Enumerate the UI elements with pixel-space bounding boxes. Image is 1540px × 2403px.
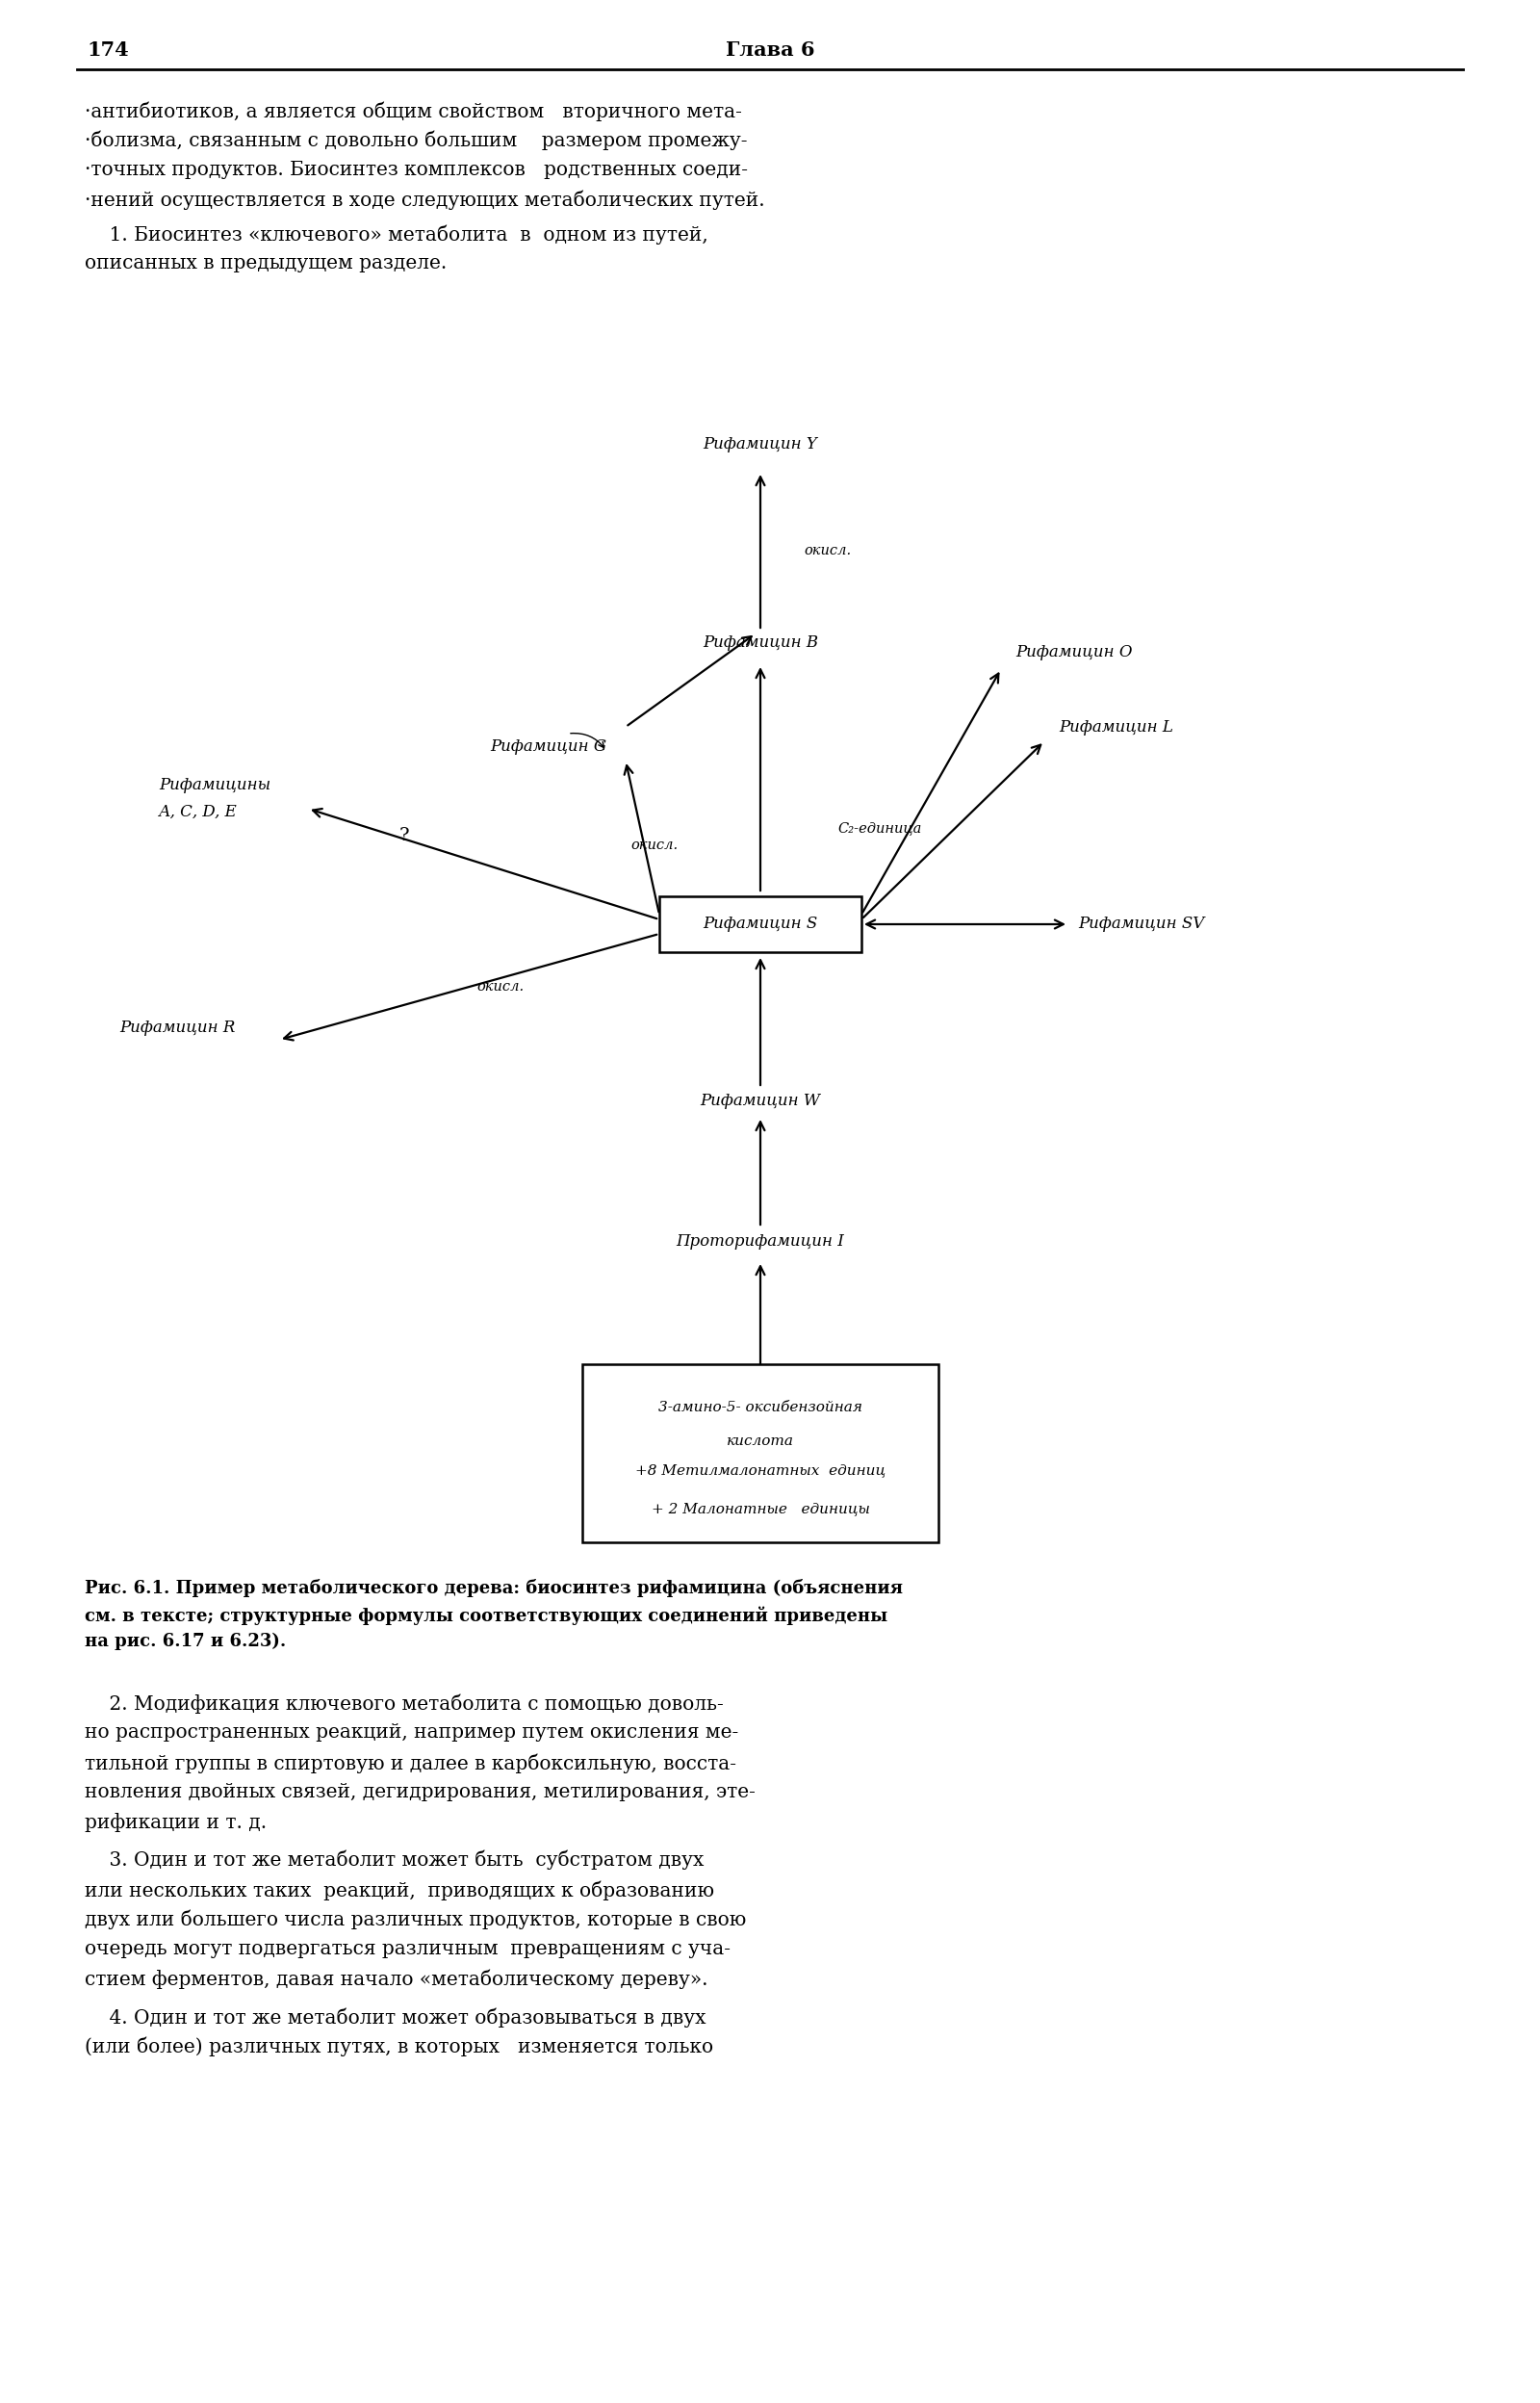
Text: рификации и т. д.: рификации и т. д. — [85, 1812, 266, 1831]
Text: двух или большего числа различных продуктов, которые в свою: двух или большего числа различных продук… — [85, 1910, 747, 1930]
Text: тильной группы в спиртовую и далее в карбоксильную, восста-: тильной группы в спиртовую и далее в кар… — [85, 1754, 736, 1773]
Text: описанных в предыдущем разделе.: описанных в предыдущем разделе. — [85, 255, 447, 272]
Text: Глава 6: Глава 6 — [725, 41, 815, 60]
Text: стием ферментов, давая начало «метаболическому дереву».: стием ферментов, давая начало «метаболич… — [85, 1970, 708, 1990]
Text: ·болизма, связанным с довольно большим    размером промежу-: ·болизма, связанным с довольно большим р… — [85, 130, 747, 151]
Text: новления двойных связей, дегидрирования, метилирования, эте-: новления двойных связей, дегидрирования,… — [85, 1783, 756, 1802]
Text: но распространенных реакций, например путем окисления ме-: но распространенных реакций, например пу… — [85, 1723, 739, 1742]
Text: или нескольких таких  реакций,  приводящих к образованию: или нескольких таких реакций, приводящих… — [85, 1879, 715, 1901]
Text: окисл.: окисл. — [477, 980, 524, 992]
Text: С₂-единица: С₂-единица — [838, 822, 921, 834]
Text: Рифамицин L: Рифамицин L — [1060, 718, 1173, 735]
Text: Рифамицин G: Рифамицин G — [490, 738, 607, 755]
Text: 3-амино-5- оксибензойная: 3-амино-5- оксибензойная — [659, 1401, 862, 1415]
Text: очередь могут подвергаться различным  превращениям с уча-: очередь могут подвергаться различным пре… — [85, 1939, 730, 1958]
Text: кислота: кислота — [727, 1435, 795, 1449]
Text: + 2 Малонатные   единицы: + 2 Малонатные единицы — [651, 1502, 870, 1516]
Bar — [659, 896, 861, 952]
Text: 4. Один и тот же метаболит может образовываться в двух: 4. Один и тот же метаболит может образов… — [85, 2007, 705, 2028]
Text: +8 Метилмалонатных  единиц: +8 Метилмалонатных единиц — [634, 1463, 885, 1478]
Text: ?: ? — [399, 827, 410, 843]
Bar — [582, 1365, 938, 1543]
Text: А, С, D, Е: А, С, D, Е — [159, 803, 237, 819]
Text: Рифамицин R: Рифамицин R — [120, 1019, 236, 1036]
Text: Рифамицин SV: Рифамицин SV — [1078, 916, 1204, 932]
Text: на рис. 6.17 и 6.23).: на рис. 6.17 и 6.23). — [85, 1632, 286, 1651]
Text: (или более) различных путях, в которых   изменяется только: (или более) различных путях, в которых и… — [85, 2038, 713, 2057]
Text: окисл.: окисл. — [631, 839, 678, 853]
Text: см. в тексте; структурные формулы соответствующих соединений приведены: см. в тексте; структурные формулы соотве… — [85, 1605, 887, 1624]
Text: Рифамицин Y: Рифамицин Y — [704, 437, 818, 454]
Text: Рифамицин S: Рифамицин S — [702, 916, 818, 932]
Text: 174: 174 — [86, 41, 129, 60]
Text: Рифамицины: Рифамицины — [159, 776, 271, 793]
Text: Рис. 6.1. Пример метаболического дерева: биосинтез рифамицина (объяснения: Рис. 6.1. Пример метаболического дерева:… — [85, 1579, 902, 1598]
Text: 2. Модификация ключевого метаболита с помощью доволь-: 2. Модификация ключевого метаболита с по… — [85, 1694, 724, 1713]
Text: Рифамицин B: Рифамицин B — [702, 634, 818, 651]
Text: Рифамицин W: Рифамицин W — [701, 1093, 821, 1108]
Text: окисл.: окисл. — [804, 543, 852, 557]
Text: ·нений осуществляется в ходе следующих метаболических путей.: ·нений осуществляется в ходе следующих м… — [85, 190, 765, 211]
Text: ·точных продуктов. Биосинтез комплексов   родственных соеди-: ·точных продуктов. Биосинтез комплексов … — [85, 161, 748, 180]
Text: 3. Один и тот же метаболит может быть  субстратом двух: 3. Один и тот же метаболит может быть су… — [85, 1850, 704, 1870]
Text: 1. Биосинтез «ключевого» метаболита  в  одном из путей,: 1. Биосинтез «ключевого» метаболита в од… — [85, 223, 708, 245]
Text: ·антибиотиков, а является общим свойством   вторичного мета-: ·антибиотиков, а является общим свойство… — [85, 101, 742, 120]
Text: Проторифамицин I: Проторифамицин I — [676, 1233, 844, 1250]
Text: Рифамицин O: Рифамицин O — [1015, 644, 1132, 661]
